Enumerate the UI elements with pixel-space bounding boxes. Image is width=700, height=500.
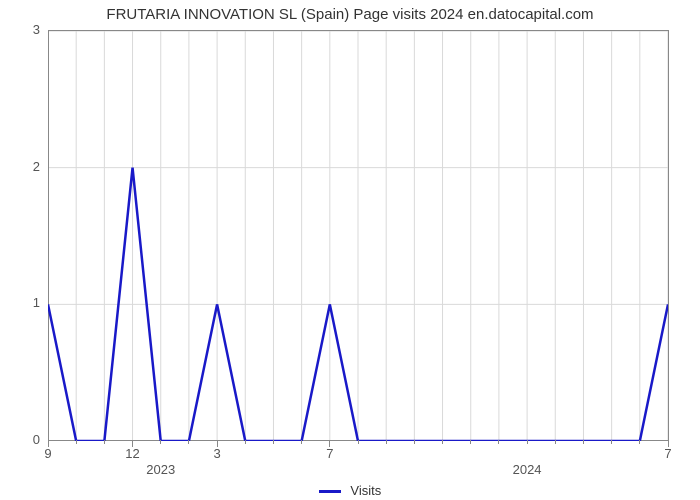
x-year-label: 2023 [146,462,175,477]
chart-container: FRUTARIA INNOVATION SL (Spain) Page visi… [0,0,700,500]
y-tick-label: 2 [0,159,40,174]
x-minor-tick [527,440,528,444]
y-tick-label: 1 [0,295,40,310]
x-minor-tick [273,440,274,444]
legend-label: Visits [350,483,381,498]
x-tick-label: 3 [213,446,220,461]
x-tick-label: 7 [326,446,333,461]
x-year-label: 2024 [513,462,542,477]
x-minor-tick [470,440,471,444]
y-tick-label: 3 [0,22,40,37]
x-minor-tick [245,440,246,444]
x-minor-tick [358,440,359,444]
legend-swatch [319,490,341,493]
plot-area [48,30,669,441]
chart-svg [48,31,668,441]
x-minor-tick [414,440,415,444]
x-minor-tick [498,440,499,444]
x-tick-label: 9 [44,446,51,461]
legend: Visits [0,483,700,498]
x-minor-tick [76,440,77,444]
x-minor-tick [160,440,161,444]
x-minor-tick [386,440,387,444]
x-minor-tick [555,440,556,444]
x-minor-tick [639,440,640,444]
x-minor-tick [611,440,612,444]
x-minor-tick [583,440,584,444]
y-tick-label: 0 [0,432,40,447]
x-minor-tick [188,440,189,444]
x-minor-tick [301,440,302,444]
x-tick-label: 12 [125,446,139,461]
x-tick-label: 7 [664,446,671,461]
chart-title: FRUTARIA INNOVATION SL (Spain) Page visi… [0,6,700,23]
x-minor-tick [442,440,443,444]
x-minor-tick [104,440,105,444]
